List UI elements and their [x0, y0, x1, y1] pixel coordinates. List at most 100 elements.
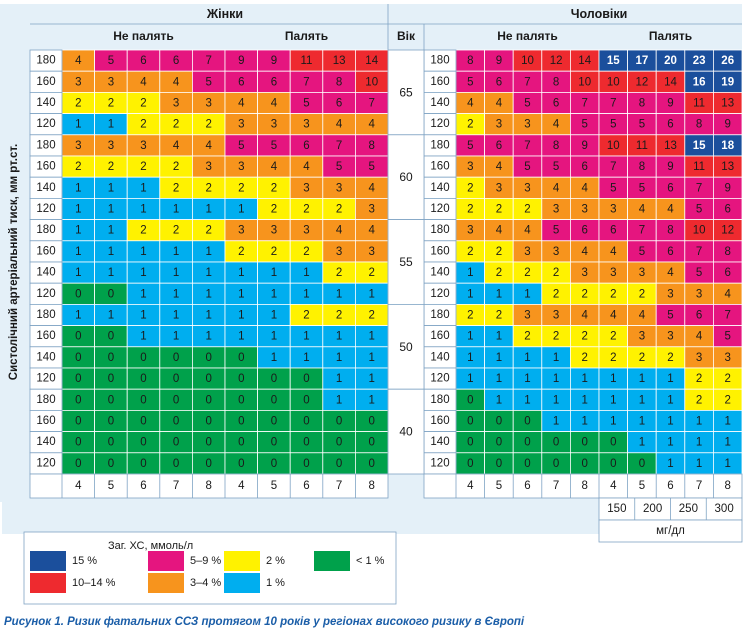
men-non-smokers-value: 2 — [496, 267, 502, 279]
sbp-label-women: 140 — [36, 182, 55, 194]
women-non-smokers-value: 2 — [205, 225, 211, 237]
women-smokers-value: 11 — [301, 55, 313, 67]
men-non-smokers-value: 2 — [467, 204, 473, 216]
women-smokers-value: 10 — [365, 76, 378, 88]
women-non-smokers-value: 0 — [75, 416, 81, 428]
sbp-label-women: 180 — [36, 224, 55, 236]
women-non-smokers-value: 0 — [205, 373, 211, 385]
men-non-smokers-value: 1 — [553, 352, 559, 364]
women-smokers-value: 9 — [271, 55, 277, 67]
women-smokers-value: 3 — [271, 225, 277, 237]
women-non-smokers-value: 1 — [108, 310, 114, 322]
men-smokers-value: 7 — [696, 246, 702, 258]
men-smokers-value: 1 — [639, 394, 645, 406]
men-smokers-value: 13 — [664, 140, 677, 152]
age-cell — [387, 303, 425, 390]
women-non-smokers-value: 0 — [140, 416, 146, 428]
men-non-smokers-value: 2 — [553, 331, 559, 343]
women-smokers-value: 1 — [368, 352, 374, 364]
men-smokers-value: 1 — [667, 416, 673, 428]
header-women: Жінки — [206, 7, 243, 21]
men-non-smokers-value: 5 — [524, 161, 530, 173]
women-smokers-value: 1 — [303, 267, 309, 279]
women-non-smokers-value: 1 — [108, 246, 114, 258]
legend-label: 3–4 % — [190, 577, 221, 589]
men-non-smokers-value: 6 — [581, 225, 587, 237]
men-smokers-value: 6 — [696, 310, 702, 322]
women-non-smokers-value: 0 — [75, 288, 81, 300]
women-smokers-value: 0 — [238, 437, 244, 449]
women-smokers-value: 0 — [271, 416, 277, 428]
women-non-smokers-value: 1 — [205, 288, 211, 300]
men-non-smokers-value: 5 — [524, 98, 530, 110]
sbp-label-men: 120 — [430, 373, 449, 385]
women-smokers-value: 5 — [336, 161, 342, 173]
women-non-smokers-value: 2 — [75, 161, 81, 173]
sbp-label-men: 160 — [430, 415, 449, 427]
men-smokers-value: 15 — [693, 140, 706, 152]
men-non-smokers-value: 0 — [581, 458, 587, 470]
men-smokers-value: 7 — [610, 98, 616, 110]
men-non-smokers-value: 4 — [581, 182, 588, 194]
women-non-smokers-value: 2 — [140, 98, 146, 110]
sbp-label-men: 160 — [430, 330, 449, 342]
men-non-smokers-value: 6 — [581, 161, 587, 173]
sbp-label-men: 120 — [430, 288, 449, 300]
women-smokers-value: 2 — [303, 246, 309, 258]
men-smokers-value: 23 — [693, 55, 706, 67]
women-smokers-value: 1 — [238, 331, 244, 343]
women-smokers-value: 2 — [303, 204, 309, 216]
men-smokers-value: 2 — [639, 352, 645, 364]
women-smokers-value: 2 — [238, 182, 244, 194]
women-non-smokers-value: 1 — [205, 267, 211, 279]
men-non-smokers-value: 2 — [581, 352, 587, 364]
men-non-smokers-value: 1 — [553, 416, 559, 428]
women-non-smokers-value: 1 — [173, 288, 179, 300]
men-smokers-value: 2 — [610, 331, 616, 343]
men-smokers-value: 6 — [724, 204, 730, 216]
sbp-label-women: 180 — [36, 55, 55, 67]
women-smokers-value: 1 — [368, 394, 374, 406]
women-smokers-value: 2 — [238, 246, 244, 258]
men-smokers-value: 5 — [696, 267, 702, 279]
women-non-smokers-value: 2 — [75, 98, 81, 110]
men-smokers-value: 6 — [667, 246, 673, 258]
men-smokers-value: 1 — [696, 437, 702, 449]
women-smokers-value: 1 — [271, 331, 277, 343]
sbp-label-women: 160 — [36, 161, 55, 173]
women-non-smokers-value: 1 — [173, 331, 179, 343]
women-non-smokers-value: 1 — [205, 331, 211, 343]
men-smokers-value: 2 — [610, 352, 616, 364]
women-smokers-value: 1 — [238, 288, 244, 300]
men-smokers-value: 15 — [607, 55, 620, 67]
women-non-smokers-value: 1 — [140, 182, 146, 194]
men-non-smokers-value: 1 — [524, 288, 530, 300]
women-smokers-value: 0 — [238, 394, 244, 406]
women-non-smokers-value: 1 — [75, 267, 81, 279]
men-smokers-value: 9 — [667, 161, 673, 173]
men-non-smokers-value: 0 — [553, 458, 559, 470]
women-non-smokers-value: 0 — [108, 416, 114, 428]
x-tick-men-non-smokers: 5 — [496, 480, 502, 492]
women-non-smokers-value: 0 — [173, 352, 179, 364]
women-non-smokers-value: 4 — [205, 140, 212, 152]
header-men-non-smokers: Не палять — [497, 29, 557, 43]
men-smokers-value: 3 — [610, 267, 616, 279]
x-tick-women-smokers: 7 — [336, 480, 342, 492]
men-non-smokers-value: 0 — [496, 458, 502, 470]
women-smokers-value: 2 — [271, 246, 277, 258]
women-non-smokers-value: 0 — [75, 437, 81, 449]
women-smokers-value: 4 — [368, 182, 375, 194]
women-smokers-value: 2 — [271, 182, 277, 194]
men-non-smokers-value: 2 — [496, 310, 502, 322]
women-smokers-value: 0 — [303, 458, 309, 470]
x-tick-men-non-smokers: 7 — [553, 480, 559, 492]
x-tick-men-non-smokers: 8 — [581, 480, 587, 492]
men-non-smokers-value: 1 — [467, 352, 473, 364]
men-smokers-value: 8 — [667, 225, 673, 237]
women-non-smokers-value: 5 — [108, 55, 114, 67]
men-non-smokers-value: 5 — [467, 76, 473, 88]
men-smokers-value: 6 — [667, 182, 673, 194]
women-smokers-value: 8 — [368, 140, 374, 152]
women-smokers-value: 2 — [271, 204, 277, 216]
